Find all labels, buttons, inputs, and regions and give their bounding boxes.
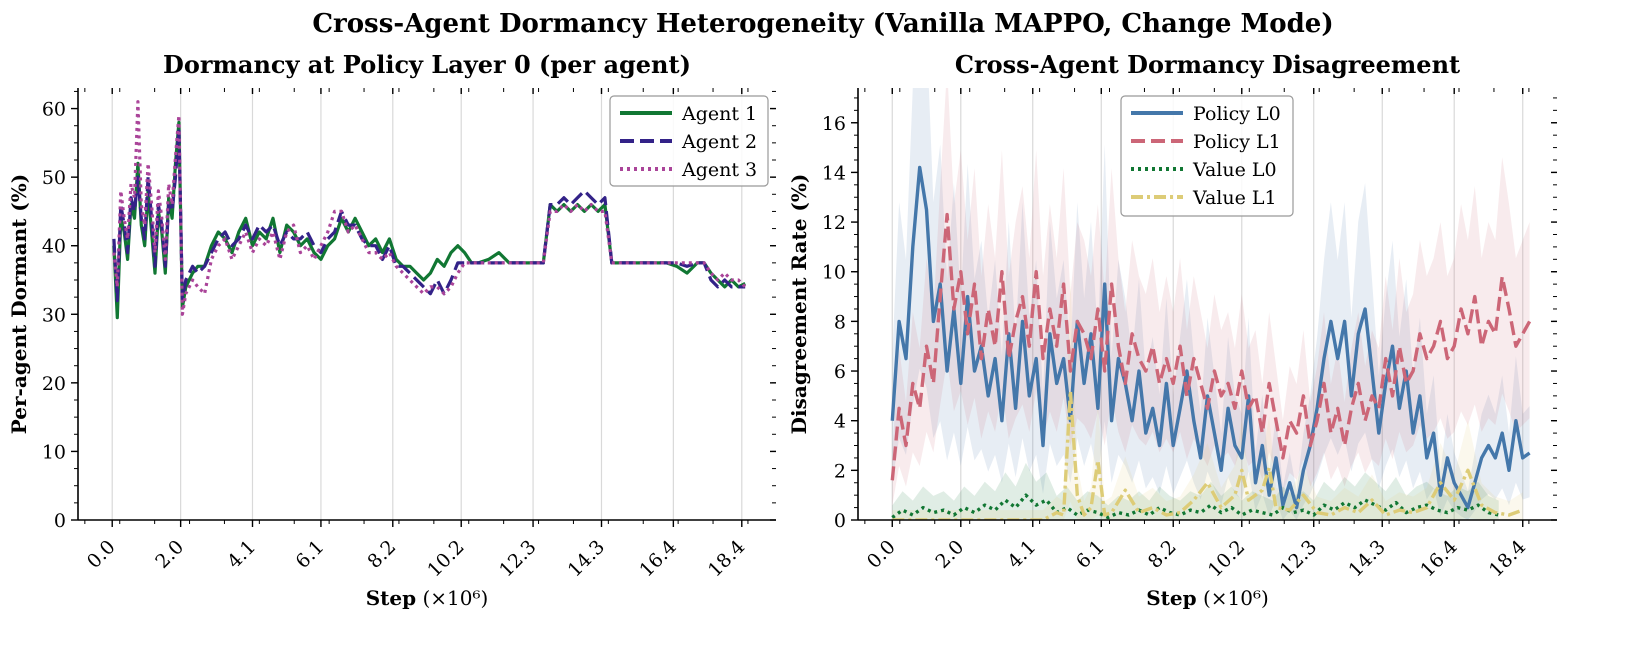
y-axis-label: Disagreement Rate (%) xyxy=(787,174,811,435)
y-tick-label: 0 xyxy=(834,510,846,532)
x-tick-label: 0.0 xyxy=(863,536,900,573)
y-tick-label: 10 xyxy=(822,262,846,284)
x-tick-label: 16.4 xyxy=(635,536,680,581)
x-tick-label: 10.2 xyxy=(423,536,468,581)
x-tick-label: 2.0 xyxy=(151,536,188,573)
figure-title: Cross-Agent Dormancy Heterogeneity (Vani… xyxy=(312,9,1333,39)
plot-area xyxy=(112,100,747,320)
legend-label: Agent 3 xyxy=(681,159,757,181)
y-tick-label: 40 xyxy=(42,236,66,258)
y-tick-label: 12 xyxy=(822,212,846,234)
x-tick-label: 18.4 xyxy=(1485,536,1530,581)
series-line-value-l0 xyxy=(891,493,1500,520)
x-tick-label: 12.3 xyxy=(1276,536,1321,581)
y-tick-label: 4 xyxy=(834,411,846,433)
plot-area xyxy=(890,88,1532,520)
legend-label: Agent 1 xyxy=(681,103,757,125)
y-tick-label: 14 xyxy=(822,162,846,184)
x-tick-label: 2.0 xyxy=(931,536,968,573)
x-tick-label: 4.1 xyxy=(223,536,260,573)
x-axis-label: Step (×10⁶) xyxy=(366,586,489,610)
series-line-policy-l1 xyxy=(890,212,1532,481)
x-tick-label: 18.4 xyxy=(704,536,749,581)
y-tick-label: 50 xyxy=(42,167,66,189)
x-tick-label: 10.2 xyxy=(1204,536,1249,581)
y-tick-label: 60 xyxy=(42,99,66,121)
x-tick-label: 8.2 xyxy=(363,536,400,573)
x-axis-label-name: Step xyxy=(1146,586,1196,610)
x-tick-label: 0.0 xyxy=(83,536,120,573)
legend-label: Value L1 xyxy=(1192,187,1277,209)
legend: Policy L0 Policy L1 Value L0 Value L1 xyxy=(1120,95,1294,217)
series-line-agent-2 xyxy=(112,127,746,303)
series-band-1 xyxy=(892,88,1530,520)
legend-label: Policy L1 xyxy=(1193,131,1281,153)
series-line-policy-l0 xyxy=(890,165,1531,510)
y-tick-label: 6 xyxy=(834,361,846,383)
series-line-value-l1 xyxy=(892,389,1524,520)
y-axis-label: Per-agent Dormant (%) xyxy=(7,174,31,435)
y-tick-label: 10 xyxy=(42,441,66,463)
x-axis-label: Step (×10⁶) xyxy=(1146,586,1269,610)
y-tick-label: 0 xyxy=(54,510,66,532)
y-tick-label: 30 xyxy=(42,304,66,326)
legend-label: Agent 2 xyxy=(681,131,757,153)
x-tick-label: 4.1 xyxy=(1003,536,1040,573)
y-tick-label: 8 xyxy=(834,311,846,333)
x-tick-label: 14.3 xyxy=(1344,536,1389,581)
x-axis-label-unit: (×10⁶) xyxy=(416,586,488,610)
y-tick-label: 2 xyxy=(834,460,846,482)
legend: Agent 1 Agent 2 Agent 3 xyxy=(609,95,769,187)
x-tick-label: 8.2 xyxy=(1144,536,1181,573)
x-tick-label: 6.1 xyxy=(1072,536,1109,573)
panel-title: Dormancy at Policy Layer 0 (per agent) xyxy=(163,50,691,79)
x-tick-label: 14.3 xyxy=(564,536,609,581)
legend-label: Policy L0 xyxy=(1193,103,1281,125)
chart-panel-1: 0.0 2.0 4.1 6.1 8.2 10.2 12.3 14.3 16.4 18.4 0 10 20… xyxy=(7,50,776,610)
x-tick-label: 6.1 xyxy=(292,536,329,573)
y-tick-label: 16 xyxy=(822,113,846,135)
x-tick-label: 12.3 xyxy=(495,536,540,581)
legend-box xyxy=(1120,95,1294,217)
series-line-agent-3 xyxy=(112,100,747,316)
x-tick-label: 16.4 xyxy=(1416,536,1461,581)
x-axis-label-name: Step xyxy=(366,586,416,610)
panel-title: Cross-Agent Dormancy Disagreement xyxy=(955,50,1460,79)
legend-box xyxy=(609,95,769,187)
chart-panel-2: 0.0 2.0 4.1 6.1 8.2 10.2 12.3 14.3 16.4 18.4 0 2 4 6 8… xyxy=(787,50,1557,610)
legend-label: Value L0 xyxy=(1192,159,1277,181)
y-tick-label: 20 xyxy=(42,373,66,395)
x-axis-label-unit: (×10⁶) xyxy=(1197,586,1269,610)
